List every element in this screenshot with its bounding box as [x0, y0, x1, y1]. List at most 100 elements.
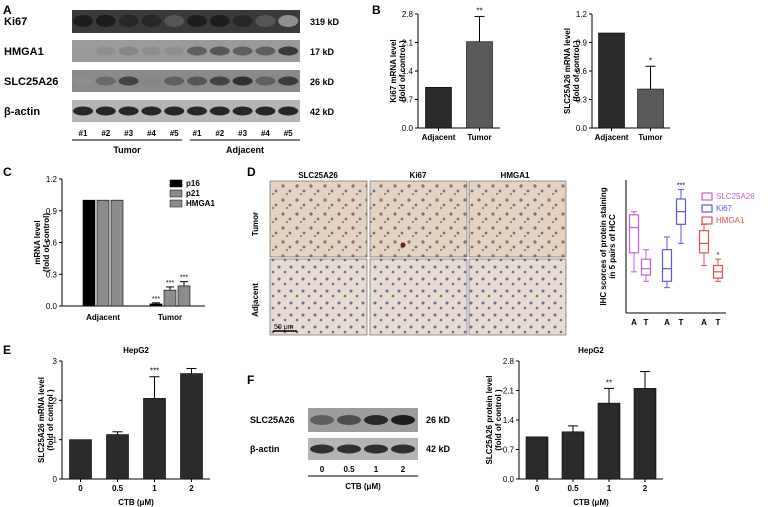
legend-swatch — [169, 189, 183, 198]
bar — [82, 199, 96, 307]
ihc-stain-spot — [400, 242, 406, 248]
panel-label-a: A — [3, 3, 12, 17]
blot-band — [391, 415, 415, 425]
blot-band — [255, 106, 276, 116]
blot-band — [118, 106, 139, 116]
blot-f-protein-label: β-actin — [250, 444, 280, 454]
ihc-image-grid: SLC25A26 Ki67 HMGA1 Tumor Adjacent 50 μm — [251, 171, 567, 336]
blot-band — [118, 76, 139, 86]
legend-swatch — [701, 204, 713, 213]
y-tick-label: 0 — [53, 475, 58, 484]
western-blot-a: Ki67 319 kD HMGA1 17 kD SLC25A26 26 kD β-actin… — [4, 10, 340, 155]
y-tick-label: 0.0 — [503, 475, 515, 484]
legend-label: SLC25A26 — [716, 192, 755, 201]
blot-band — [95, 76, 116, 86]
x-tick-label: 1 — [607, 484, 612, 493]
significance-mark: *** — [166, 280, 174, 287]
x-tick-label: 0 — [535, 484, 540, 493]
blot-protein-label: HMGA1 — [4, 46, 44, 58]
blot-f-lane-label: 0 — [320, 465, 325, 474]
blot-band — [232, 46, 253, 56]
bar — [525, 436, 549, 480]
blot-band — [337, 415, 361, 425]
significance-mark: ** — [476, 6, 482, 15]
blot-protein-label: β-actin — [4, 106, 40, 118]
blot-band — [232, 15, 253, 27]
legend-label: Ki67 — [716, 204, 733, 213]
ihc-image-tile — [468, 180, 567, 258]
blot-band — [337, 444, 361, 454]
blot-band — [73, 46, 93, 56]
x-tick-label: A — [701, 318, 707, 327]
y-tick-label: 0.0 — [46, 302, 58, 311]
blot-band — [364, 444, 388, 454]
y-tick-label: 0.0 — [576, 124, 588, 133]
blot-band — [278, 76, 299, 86]
blot-band — [141, 106, 162, 116]
chart-f: 0.0 0.7 1.4 2.1 2.8 0 0.5 ** 1 2 HepG2 CTB (μM) SLC2… — [485, 346, 663, 507]
bar — [561, 431, 585, 480]
panel-label-e: E — [3, 343, 11, 357]
ihc-image-tile — [269, 258, 368, 336]
blot-kd-label: 26 kD — [310, 77, 335, 87]
x-tick-label: T — [644, 318, 649, 327]
blot-lane-label: #2 — [101, 129, 110, 138]
blot-lane-label: #4 — [147, 129, 156, 138]
x-tick-label: A — [631, 318, 637, 327]
legend-label: p21 — [186, 189, 200, 198]
chart-title: HepG2 — [578, 346, 604, 355]
blot-strip-hmga1 — [72, 40, 300, 62]
y-tick-label: 0.6 — [46, 239, 58, 248]
x-axis-label: CTB (μM) — [118, 498, 154, 507]
x-axis-label: CTB (μM) — [573, 498, 609, 507]
box — [661, 249, 673, 282]
y-axis-label: SLC25A26 mRNA level(fold of control ) — [37, 377, 55, 463]
blot-kd-label: 17 kD — [310, 47, 335, 57]
box — [698, 230, 710, 254]
chart-b2: 0.0 0.3 0.6 0.9 1.2 Adjacent * Tumor SLC25A26 mR… — [563, 10, 670, 142]
blot-band — [255, 15, 276, 27]
blot-f-kd-label: 42 kD — [426, 444, 451, 454]
blot-band — [255, 76, 276, 86]
blot-band — [310, 415, 334, 425]
y-tick-label: 0.6 — [576, 67, 588, 76]
bar — [143, 398, 166, 480]
legend-swatch — [701, 216, 713, 225]
blot-band — [278, 15, 299, 27]
x-tick-label: T — [679, 318, 684, 327]
blot-band — [187, 15, 207, 27]
y-tick-label: 0.7 — [503, 446, 515, 455]
box — [628, 214, 640, 254]
significance-mark: * — [717, 252, 720, 259]
blot-band — [391, 444, 415, 454]
blot-band — [141, 76, 162, 86]
blot-band — [73, 76, 93, 86]
bar — [96, 199, 110, 307]
blot-band — [187, 46, 207, 56]
bar — [110, 199, 124, 307]
blot-f-protein-label: SLC25A26 — [250, 415, 295, 425]
blot-band — [278, 46, 299, 56]
x-tick-label: 1 — [152, 484, 157, 493]
blot-band — [209, 15, 230, 27]
y-axis-label: mRNA level(fold of control) — [33, 213, 51, 272]
blot-band — [164, 76, 185, 86]
x-tick-label: 2 — [643, 484, 648, 493]
bar — [633, 388, 657, 480]
blot-band — [164, 46, 185, 56]
blot-band — [141, 15, 162, 27]
blot-band — [164, 15, 185, 27]
y-tick-label: 2.1 — [503, 387, 515, 396]
legend-swatch — [169, 179, 183, 188]
blot-band — [95, 46, 116, 56]
bar — [637, 88, 664, 129]
bar — [425, 86, 452, 129]
panel-label-b: B — [372, 3, 381, 17]
ihc-image-tile — [468, 258, 567, 336]
bar — [163, 289, 177, 307]
ihc-col-hmga1: HMGA1 — [501, 171, 530, 180]
y-tick-label: 1 — [53, 436, 58, 445]
blot-lane-label: #2 — [215, 129, 224, 138]
y-tick-label: 0.9 — [46, 207, 58, 216]
blot-band — [232, 106, 253, 116]
